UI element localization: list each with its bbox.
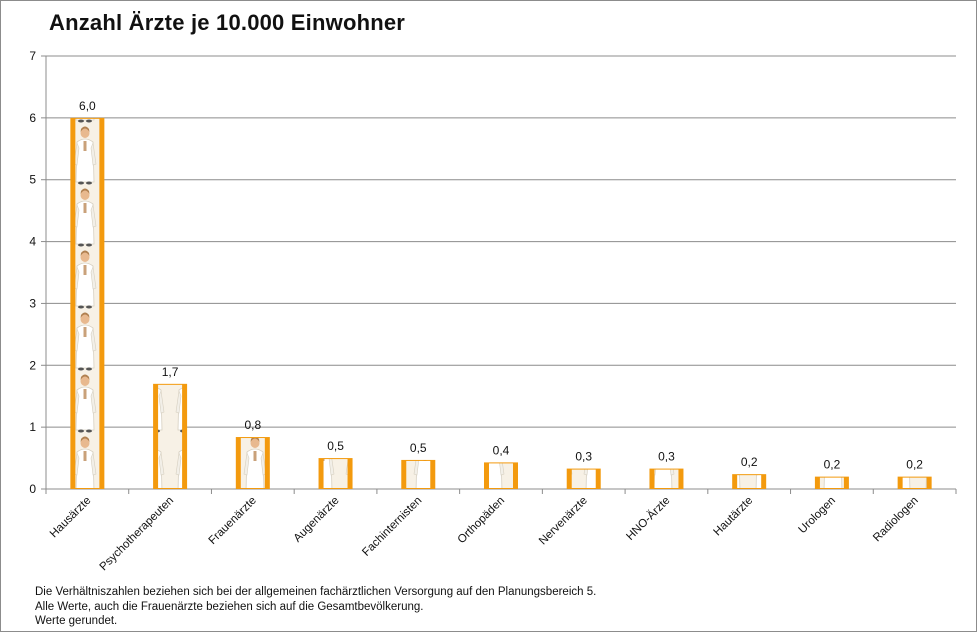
bar-image [406, 460, 431, 488]
bar-image [571, 469, 596, 488]
bar-image [75, 118, 100, 488]
y-tick-label: 3 [29, 296, 36, 310]
data-label: 6,0 [79, 99, 96, 113]
bar-image [489, 463, 513, 488]
y-tick-label: 1 [29, 420, 36, 434]
x-tick-label: Radiologen [871, 495, 921, 545]
y-tick-label: 5 [29, 173, 36, 187]
bar-image [902, 477, 927, 488]
y-tick-label: 6 [29, 111, 36, 125]
data-label: 0,2 [824, 458, 841, 472]
footnote-1: Die Verhältniszahlen beziehen sich bei d… [35, 586, 597, 598]
bar-image [654, 469, 679, 488]
x-tick-label: Orthopäden [456, 495, 507, 546]
x-tick-label: Nervenärzte [537, 495, 590, 548]
x-tick-label: Urologen [797, 495, 838, 536]
data-label: 0,8 [244, 418, 261, 432]
data-label: 1,7 [162, 365, 179, 379]
x-tick-label: Frauenärzte [207, 495, 259, 547]
y-tick-label: 0 [29, 482, 36, 496]
gridlines [41, 55, 957, 494]
x-tick-label: Hautärzte [712, 495, 756, 539]
bar-image [737, 475, 762, 488]
data-label: 0,2 [906, 458, 923, 472]
x-tick-label: Hausärzte [48, 495, 94, 541]
footnote-3: Werte gerundet. [35, 615, 118, 627]
bar-image [158, 384, 183, 488]
data-label: 0,3 [575, 450, 592, 464]
y-tick-label: 7 [29, 49, 36, 63]
data-label: 0,2 [741, 455, 758, 469]
data-label: 0,4 [493, 443, 510, 457]
y-tick-label: 2 [29, 358, 36, 372]
data-label: 0,5 [327, 439, 344, 453]
y-tick-label: 4 [29, 235, 36, 249]
bar-image [240, 438, 265, 488]
x-axis-ticks: Hausärzte Psychotherapeuten Frauenärzte Aug… [48, 495, 921, 574]
x-tick-label: Fachinternisten [360, 495, 424, 559]
bar-image [819, 477, 844, 488]
footnotes: Die Verhältniszahlen beziehen sich bei d… [35, 585, 596, 629]
data-label: 0,3 [658, 450, 675, 464]
x-tick-label: Psychotherapeuten [98, 495, 177, 574]
footnote-2: Alle Werte, auch die Frauenärzte beziehe… [35, 600, 424, 613]
data-labels: 6,0 1,7 0,8 0,5 0,5 0,4 0,3 0,3 0,2 0,2 0,2 [79, 99, 923, 472]
chart-title: Anzahl Ärzte je 10.000 Einwohner [49, 10, 406, 35]
bar-image [323, 459, 348, 488]
x-tick-label: Augenärzte [292, 495, 342, 545]
y-axis-ticks: 0 1 2 3 4 5 6 7 [29, 49, 36, 496]
data-label: 0,5 [410, 441, 427, 455]
bars [70, 117, 932, 489]
x-tick-label: HNO-Ärzte [624, 495, 672, 543]
